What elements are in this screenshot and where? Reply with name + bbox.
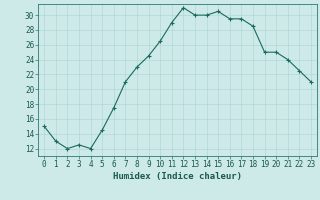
X-axis label: Humidex (Indice chaleur): Humidex (Indice chaleur) [113, 172, 242, 181]
